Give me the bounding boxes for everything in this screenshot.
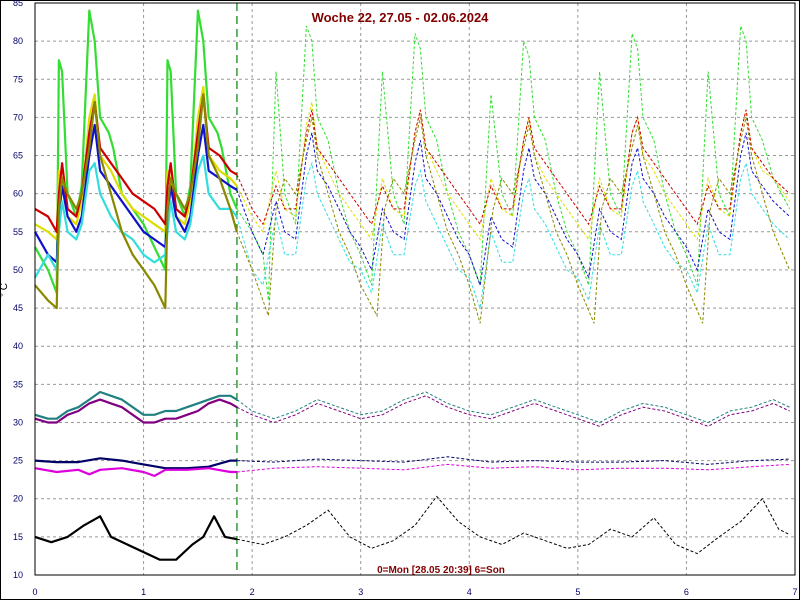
series-line: [34, 9, 238, 294]
y-axis-label: ° C: [0, 283, 10, 297]
y-tick-label: 40: [13, 341, 23, 351]
y-tick-label: 70: [13, 112, 23, 122]
series-line: [34, 93, 238, 310]
forecast-line: [236, 25, 791, 301]
x-tick-label: 7: [792, 587, 797, 597]
series-line: [34, 467, 237, 477]
series-line: [34, 123, 238, 264]
forecast-series: [236, 25, 791, 555]
y-tick-label: 20: [13, 494, 23, 504]
series-line: [34, 457, 237, 470]
x-tick-label: 6: [684, 587, 689, 597]
x-tick-label: 5: [575, 587, 580, 597]
y-tick-label: 10: [13, 570, 23, 580]
forecast-line: [236, 495, 790, 555]
series-line: [34, 515, 238, 561]
y-tick-label: 25: [13, 456, 23, 466]
y-tick-label: 45: [13, 303, 23, 313]
series-line: [34, 390, 238, 420]
series-line: [34, 154, 238, 279]
forecast-line: [236, 395, 790, 427]
y-tick-label: 30: [13, 417, 23, 427]
y-tick-label: 75: [13, 74, 23, 84]
forecast-line: [236, 132, 790, 286]
y-tick-label: 80: [13, 36, 23, 46]
x-tick-label: 2: [250, 587, 255, 597]
x-tick-label: 0: [32, 587, 37, 597]
y-tick-label: 50: [13, 265, 23, 275]
y-tick-label: 85: [13, 0, 23, 8]
y-tick-label: 35: [13, 379, 23, 389]
series-line: [34, 398, 238, 424]
forecast-line: [236, 391, 790, 424]
y-tick-labels: 10 15 20 25 30 35 40 45 50 55 60 65 70 75 80 85: [13, 0, 23, 580]
forecast-line: [236, 101, 791, 241]
x-tick-label: 4: [467, 587, 472, 597]
forecast-line: [236, 117, 791, 324]
x-tick-label: 3: [358, 587, 363, 597]
forecast-line: [236, 463, 790, 473]
x-tick-labels: 0 1 2 3 4 5 6 7: [32, 587, 797, 597]
plot-area-border: [34, 2, 796, 576]
chart-title: Woche 22, 27.05 - 02.06.2024: [312, 10, 490, 25]
x-tick-label: 1: [141, 587, 146, 597]
y-tick-label: 60: [13, 189, 23, 199]
measured-series: [34, 9, 238, 561]
week-day-legend: 0=Mon [28.05 20:39] 6=Son: [377, 565, 505, 576]
forecast-line: [236, 161, 790, 309]
y-tick-label: 15: [13, 532, 23, 542]
y-tick-label: 65: [13, 151, 23, 161]
forecast-line: [236, 109, 790, 226]
y-tick-label: 55: [13, 227, 23, 237]
forecast-line: [236, 456, 790, 465]
